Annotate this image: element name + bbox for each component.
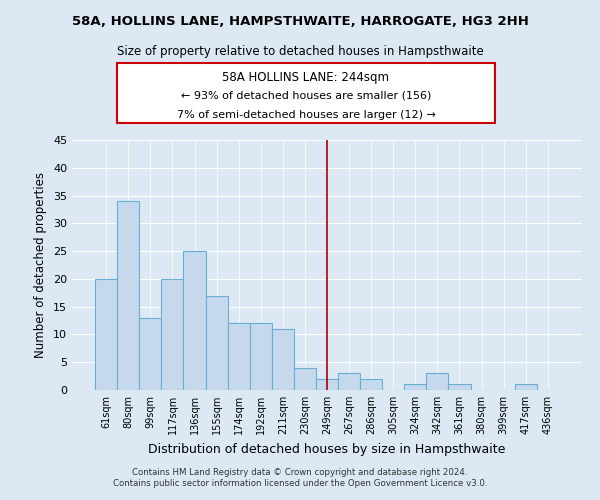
Bar [294,368,316,390]
Text: Contains HM Land Registry data © Crown copyright and database right 2024.
Contai: Contains HM Land Registry data © Crown c… [113,468,487,487]
Bar [139,318,161,390]
Text: Size of property relative to detached houses in Hampsthwaite: Size of property relative to detached ho… [116,45,484,58]
Text: 7% of semi-detached houses are larger (12) →: 7% of semi-detached houses are larger (1… [176,110,436,120]
Y-axis label: Number of detached properties: Number of detached properties [34,172,47,358]
Bar [404,384,427,390]
Bar [117,201,139,390]
Bar [184,251,206,390]
Bar [227,324,250,390]
Bar [360,379,382,390]
X-axis label: Distribution of detached houses by size in Hampsthwaite: Distribution of detached houses by size … [148,442,506,456]
Bar [427,374,448,390]
Bar [338,374,360,390]
Bar [448,384,470,390]
Bar [316,379,338,390]
Bar [95,279,117,390]
Text: 58A, HOLLINS LANE, HAMPSTHWAITE, HARROGATE, HG3 2HH: 58A, HOLLINS LANE, HAMPSTHWAITE, HARROGA… [71,15,529,28]
Bar [206,296,227,390]
Text: 58A HOLLINS LANE: 244sqm: 58A HOLLINS LANE: 244sqm [223,72,389,85]
Bar [272,329,294,390]
Bar [515,384,537,390]
Text: ← 93% of detached houses are smaller (156): ← 93% of detached houses are smaller (15… [181,90,431,101]
Bar [161,279,184,390]
Bar [250,324,272,390]
